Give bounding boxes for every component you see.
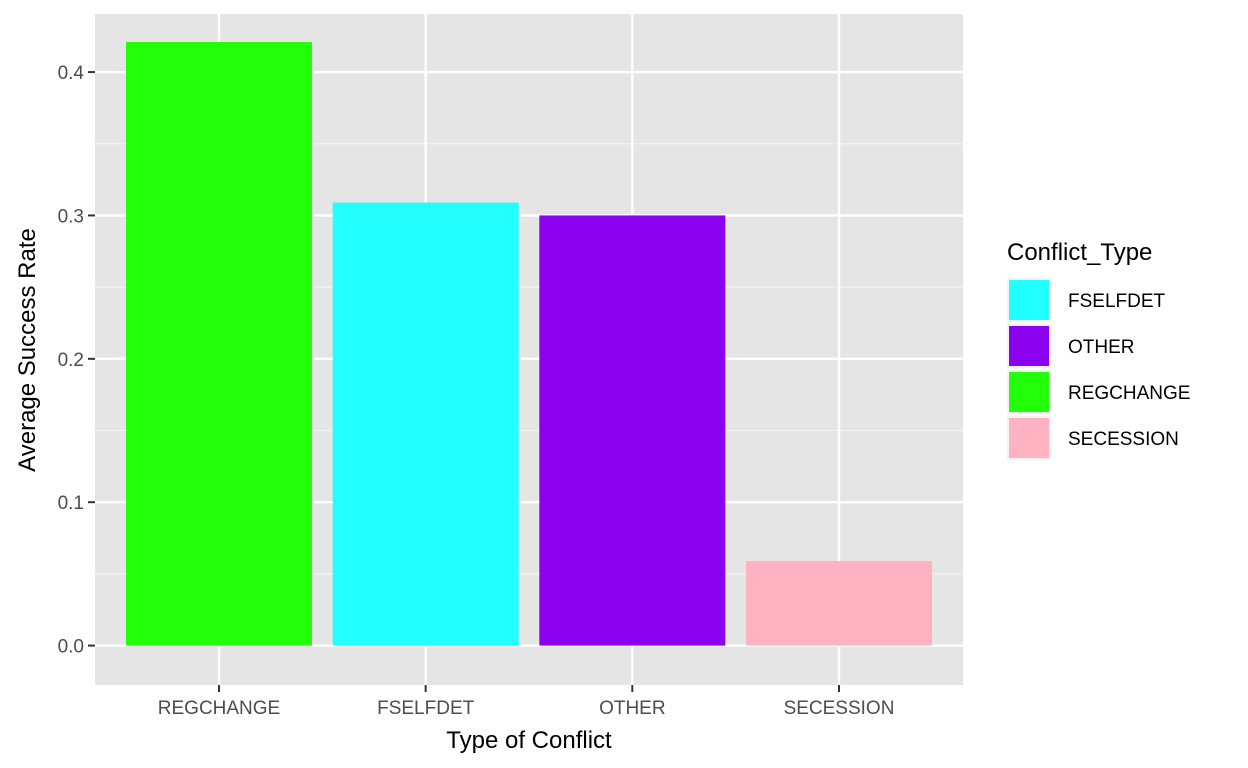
legend-label: REGCHANGE — [1068, 383, 1190, 404]
y-tick-label: 0.1 — [58, 493, 84, 514]
bars — [126, 41, 932, 646]
bar-other — [539, 215, 726, 646]
y-tick-label: 0.2 — [58, 350, 84, 371]
y-axis: 0.0 0.1 0.2 0.3 0.4 — [58, 63, 95, 658]
y-tick-label: 0.3 — [58, 206, 84, 227]
x-tick-label: FSELFDET — [377, 698, 475, 719]
legend-swatch-secession — [1009, 418, 1049, 458]
bar-fselfdet — [332, 202, 519, 646]
legend: Conflict_Type FSELFDET OTHER REGCHANGE SECE… — [1007, 239, 1190, 460]
legend-swatch-fselfdet — [1009, 280, 1049, 320]
y-tick-label: 0.4 — [58, 63, 85, 84]
legend-swatch-regchange — [1009, 372, 1049, 412]
x-tick-label: REGCHANGE — [158, 698, 280, 719]
bar-regchange — [126, 41, 312, 646]
legend-label: SECESSION — [1068, 429, 1179, 450]
x-tick-label: SECESSION — [784, 698, 895, 719]
bar-secession — [746, 560, 932, 646]
y-axis-title: Average Success Rate — [14, 228, 41, 472]
legend-title: Conflict_Type — [1007, 239, 1152, 266]
legend-label: FSELFDET — [1068, 291, 1166, 312]
legend-label: OTHER — [1068, 337, 1135, 358]
y-tick-label: 0.0 — [58, 637, 84, 658]
legend-swatch-other — [1009, 326, 1049, 366]
x-axis: REGCHANGE FSELFDET OTHER SECESSION — [158, 685, 895, 719]
x-tick-label: OTHER — [599, 698, 666, 719]
x-axis-title: Type of Conflict — [446, 727, 612, 754]
